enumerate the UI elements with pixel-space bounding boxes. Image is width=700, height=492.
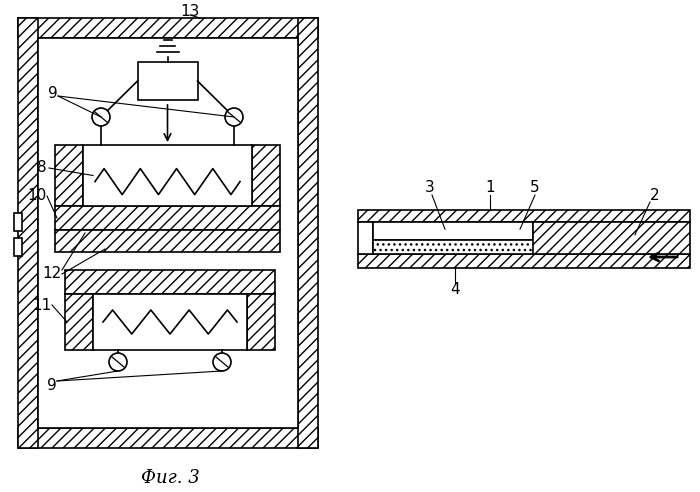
- Text: Фиг. 3: Фиг. 3: [141, 469, 200, 487]
- Bar: [55, 230, 280, 252]
- Bar: [137, 62, 197, 100]
- Bar: [14, 213, 22, 231]
- Text: 9: 9: [47, 377, 57, 393]
- Text: 12: 12: [43, 267, 62, 281]
- Bar: [252, 145, 280, 206]
- Text: 10: 10: [27, 188, 47, 204]
- Bar: [533, 222, 690, 254]
- Bar: [65, 294, 93, 350]
- Bar: [18, 18, 318, 38]
- Bar: [18, 18, 38, 448]
- Bar: [93, 294, 247, 350]
- Circle shape: [92, 108, 110, 126]
- Bar: [247, 294, 275, 350]
- Bar: [55, 206, 280, 230]
- Bar: [55, 230, 280, 252]
- Bar: [358, 210, 690, 222]
- Bar: [83, 145, 252, 206]
- Text: 5: 5: [530, 181, 540, 195]
- Text: 2: 2: [650, 188, 660, 204]
- Bar: [65, 270, 275, 294]
- Bar: [14, 238, 22, 256]
- Text: 13: 13: [181, 4, 199, 20]
- Bar: [298, 18, 318, 448]
- Bar: [358, 254, 690, 268]
- Bar: [373, 240, 593, 254]
- Bar: [358, 254, 690, 268]
- Bar: [38, 38, 298, 428]
- Text: 1: 1: [485, 181, 495, 195]
- Bar: [373, 222, 533, 240]
- Bar: [247, 294, 275, 350]
- Text: 4: 4: [450, 282, 460, 298]
- Bar: [65, 294, 93, 350]
- Bar: [18, 428, 318, 448]
- Circle shape: [225, 108, 243, 126]
- Bar: [358, 222, 373, 254]
- Text: 9: 9: [48, 86, 58, 100]
- Text: 11: 11: [32, 298, 52, 312]
- Bar: [55, 206, 280, 230]
- Bar: [55, 145, 83, 206]
- Bar: [55, 145, 83, 206]
- Bar: [252, 145, 280, 206]
- Circle shape: [213, 353, 231, 371]
- Text: 8: 8: [37, 160, 47, 176]
- Bar: [65, 270, 275, 294]
- Bar: [533, 222, 690, 254]
- Circle shape: [109, 353, 127, 371]
- Bar: [298, 18, 318, 448]
- Bar: [18, 428, 318, 448]
- Bar: [358, 210, 690, 222]
- Bar: [18, 18, 38, 448]
- Bar: [18, 18, 318, 38]
- Bar: [373, 240, 593, 254]
- Text: 3: 3: [425, 181, 435, 195]
